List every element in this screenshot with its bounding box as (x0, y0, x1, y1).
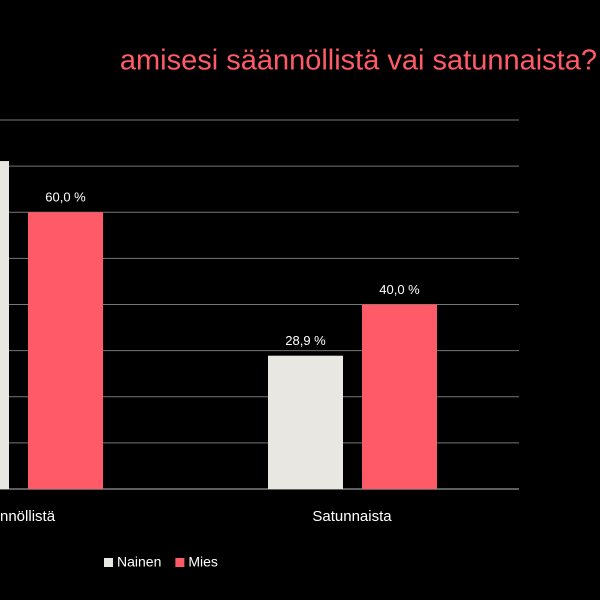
value-label: 28,9 % (285, 333, 326, 348)
x-tick-label: nnöllistä (0, 508, 56, 525)
bar (0, 161, 9, 489)
x-tick-label: Satunnaista (312, 508, 392, 525)
legend-swatch (104, 558, 113, 567)
value-label: 60,0 % (45, 190, 86, 205)
bar (268, 355, 343, 489)
legend-swatch (175, 558, 185, 567)
legend-label: Mies (188, 554, 218, 570)
chart-title: amisesi säännöllistä vai satunnaista? (120, 45, 597, 77)
value-label: 40,0 % (379, 282, 420, 297)
bar (28, 212, 103, 489)
bar (362, 304, 437, 489)
legend-label: Nainen (117, 554, 161, 570)
